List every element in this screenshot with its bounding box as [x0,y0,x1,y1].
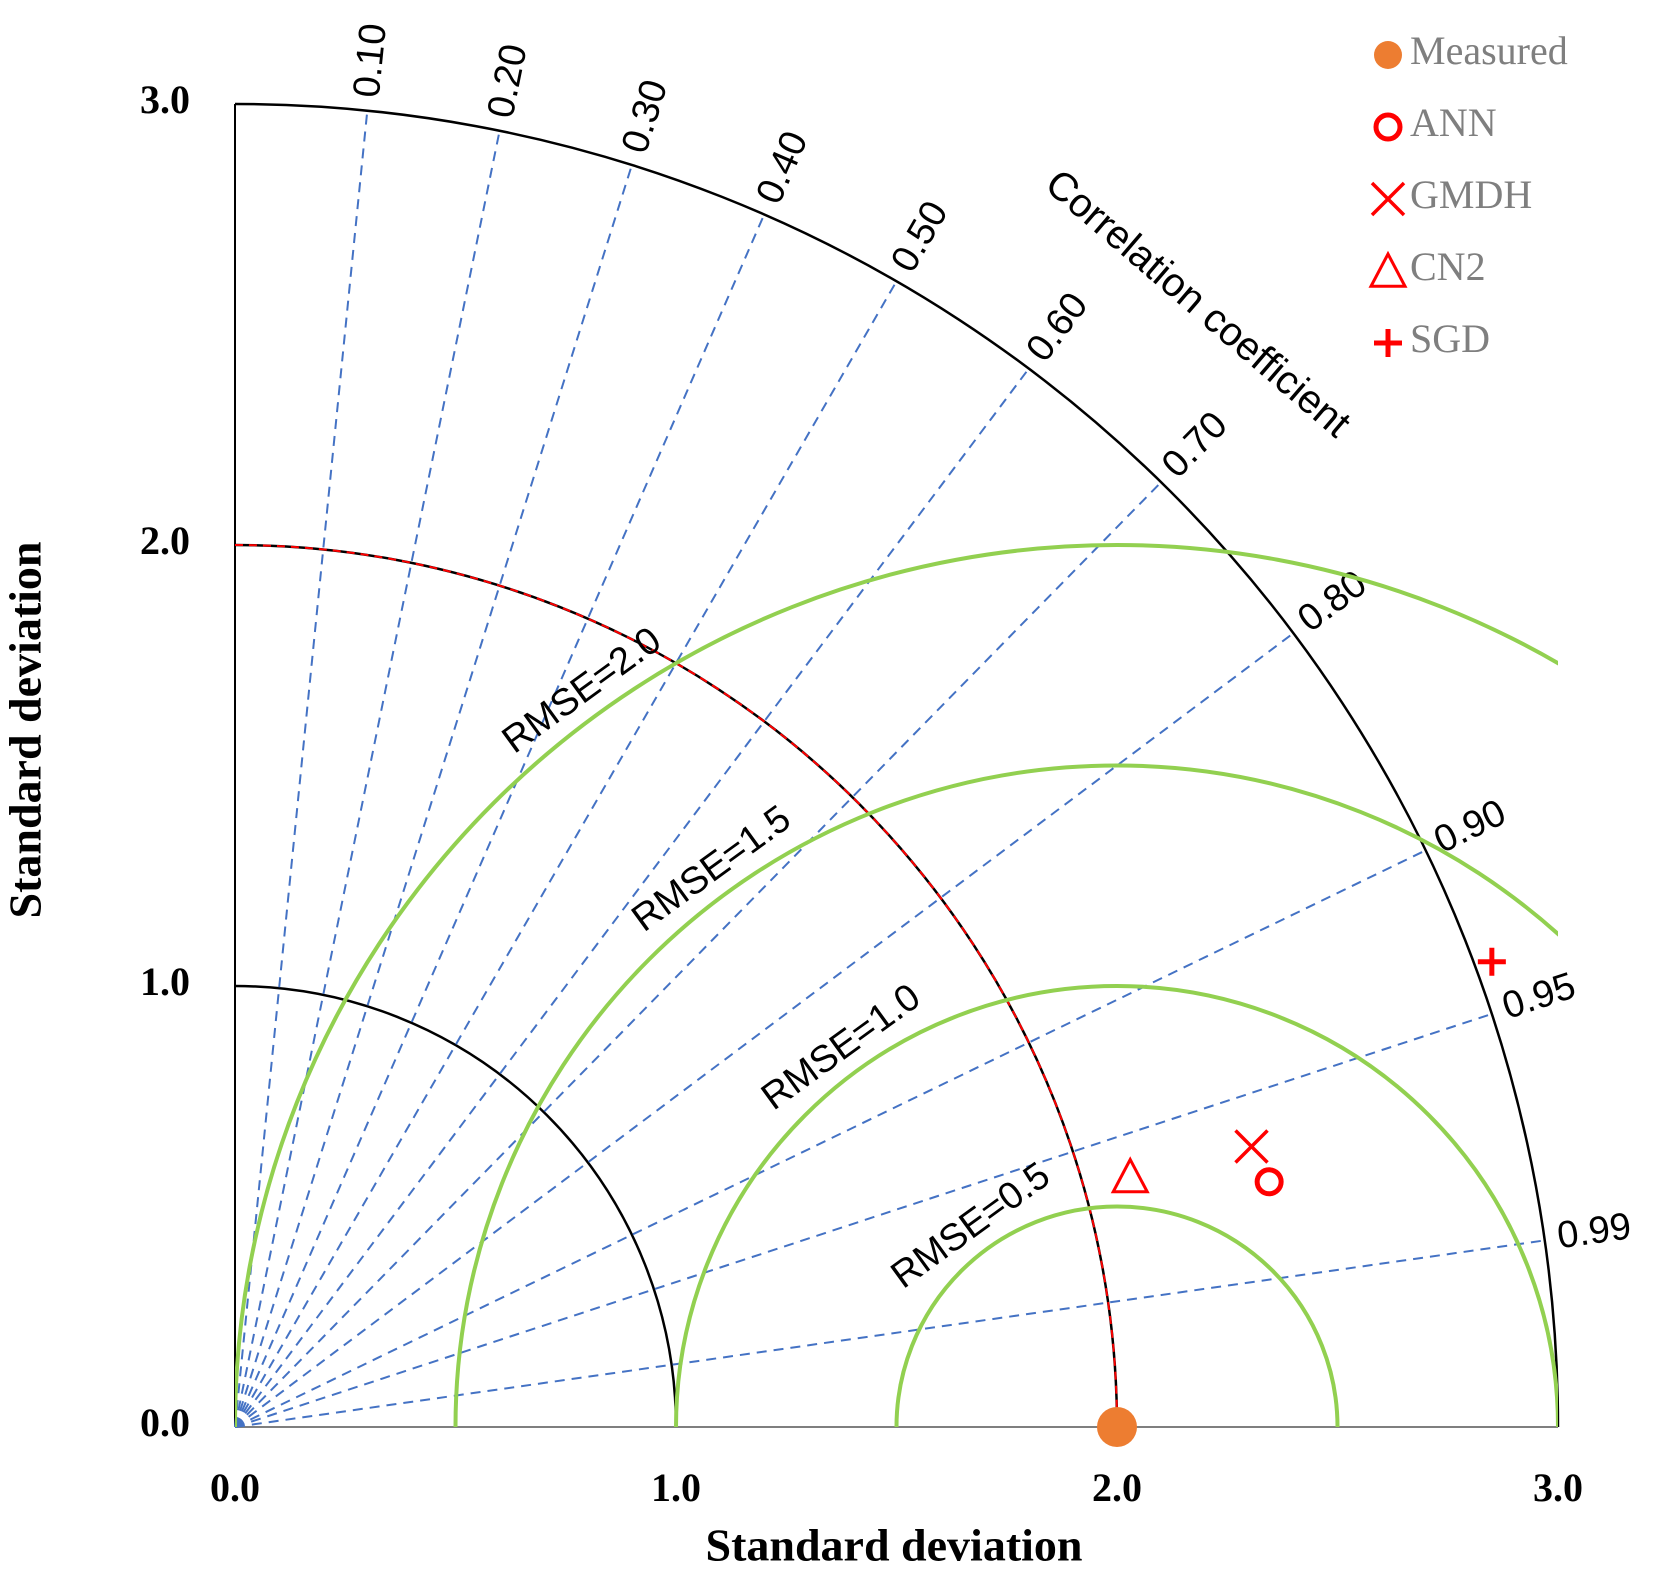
rmse-arc [453,763,1558,1427]
std-arc [234,102,1560,1428]
rmse-label: RMSE=2.0 [495,619,669,762]
marker [1234,1129,1269,1164]
x-tick-label: 0.0 [210,1465,260,1510]
correlation-line [234,214,766,1428]
legend-marker [1368,250,1408,288]
y-tick-label: 1.0 [140,959,190,1004]
legend-marker [1374,41,1402,69]
x-tick-label: 2.0 [1092,1465,1142,1510]
legend-label: ANN [1410,100,1497,145]
y-tick-label: 3.0 [140,77,190,122]
marker [1110,1156,1150,1194]
correlation-tick-label: 0.60 [1018,285,1096,369]
x-axis-title: Standard deviation [705,1520,1082,1571]
marker [1097,1407,1137,1447]
correlation-tick-label: 0.10 [346,22,395,100]
legend-marker [1373,112,1403,142]
marker [1254,1167,1284,1197]
legend-label: Measured [1410,28,1568,73]
marker [1477,947,1506,976]
rmse-group [235,543,1558,1427]
reference-arc [234,544,1118,1428]
y-tick-label: 2.0 [140,518,190,563]
correlation-tick-label: 0.70 [1154,404,1236,486]
std-arc [234,984,678,1428]
correlation-tick-label: 0.99 [1555,1205,1634,1257]
rmse-label: RMSE=1.5 [624,798,798,941]
x-tick-label: 1.0 [651,1465,701,1510]
x-tick-label: 3.0 [1533,1465,1583,1510]
correlation-tick-label: 0.95 [1497,965,1580,1028]
rmse-label: RMSE=1.0 [754,976,928,1119]
legend-label: GMDH [1410,172,1532,217]
correlation-tick-label: 0.50 [883,194,956,279]
rmse-arc [235,543,1558,1427]
rmse-arc [894,1204,1340,1427]
legend-label: SGD [1410,316,1490,361]
correlation-line [234,632,1295,1428]
correlation-tick-label: 0.30 [614,75,676,158]
correlation-line [234,130,501,1428]
correlation-tick-label: 0.20 [480,41,536,122]
correlation-tick-label: 0.40 [748,125,816,210]
rmse-arc [674,984,1558,1427]
legend-marker [1370,181,1406,217]
y-axis-title: Standard deviation [0,541,51,918]
correlation-line [234,849,1427,1428]
correlation-line [234,110,369,1428]
correlation-line [234,1012,1493,1428]
correlation-line [234,164,633,1428]
correlation-tick-label: 0.80 [1290,563,1374,641]
y-tick-label: 0.0 [140,1400,190,1445]
legend-label: CN2 [1410,244,1486,289]
std-arc [234,543,1119,1428]
legend-marker [1374,329,1402,357]
